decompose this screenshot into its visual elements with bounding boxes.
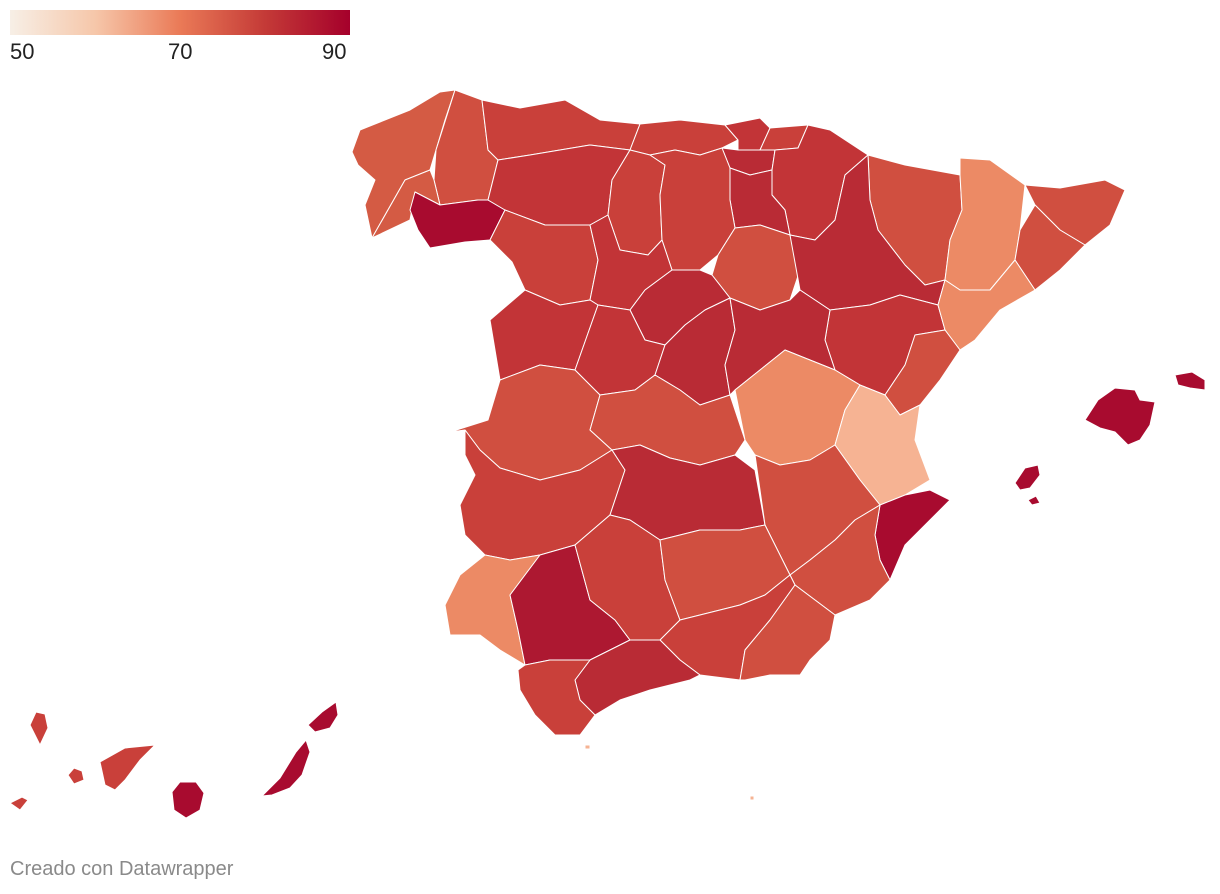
province-cadiz[interactable] <box>517 659 596 736</box>
island-gran-canaria[interactable] <box>171 781 205 819</box>
island-el-hierro[interactable] <box>9 796 29 811</box>
legend-tick-mid: 70 <box>168 39 193 64</box>
island-la-palma[interactable] <box>29 711 49 746</box>
city-ceuta[interactable] <box>584 744 591 750</box>
province-huelva[interactable] <box>444 554 541 666</box>
province-almeria[interactable] <box>739 584 836 681</box>
island-mallorca[interactable] <box>1084 387 1156 446</box>
color-legend: 50 70 90 <box>10 10 350 64</box>
datawrapper-credit[interactable]: Creado con Datawrapper <box>10 858 234 880</box>
legend-tick-max: 90 <box>322 39 347 64</box>
island-la-gomera[interactable] <box>67 767 85 785</box>
province-valencia[interactable] <box>834 384 931 506</box>
island-fuerteventura[interactable] <box>261 739 311 797</box>
province-pontevedra[interactable] <box>371 169 441 239</box>
island-tenerife[interactable] <box>99 744 156 791</box>
island-ibiza[interactable] <box>1014 464 1041 491</box>
legend-tick-min: 50 <box>10 39 35 64</box>
province-alicante[interactable] <box>874 489 951 581</box>
island-formentera[interactable] <box>1027 495 1041 506</box>
city-melilla[interactable] <box>749 795 755 801</box>
province-barcelona[interactable] <box>1014 204 1086 291</box>
legend-gradient-bar <box>10 10 350 35</box>
island-lanzarote[interactable] <box>307 701 339 733</box>
island-menorca[interactable] <box>1174 371 1206 391</box>
